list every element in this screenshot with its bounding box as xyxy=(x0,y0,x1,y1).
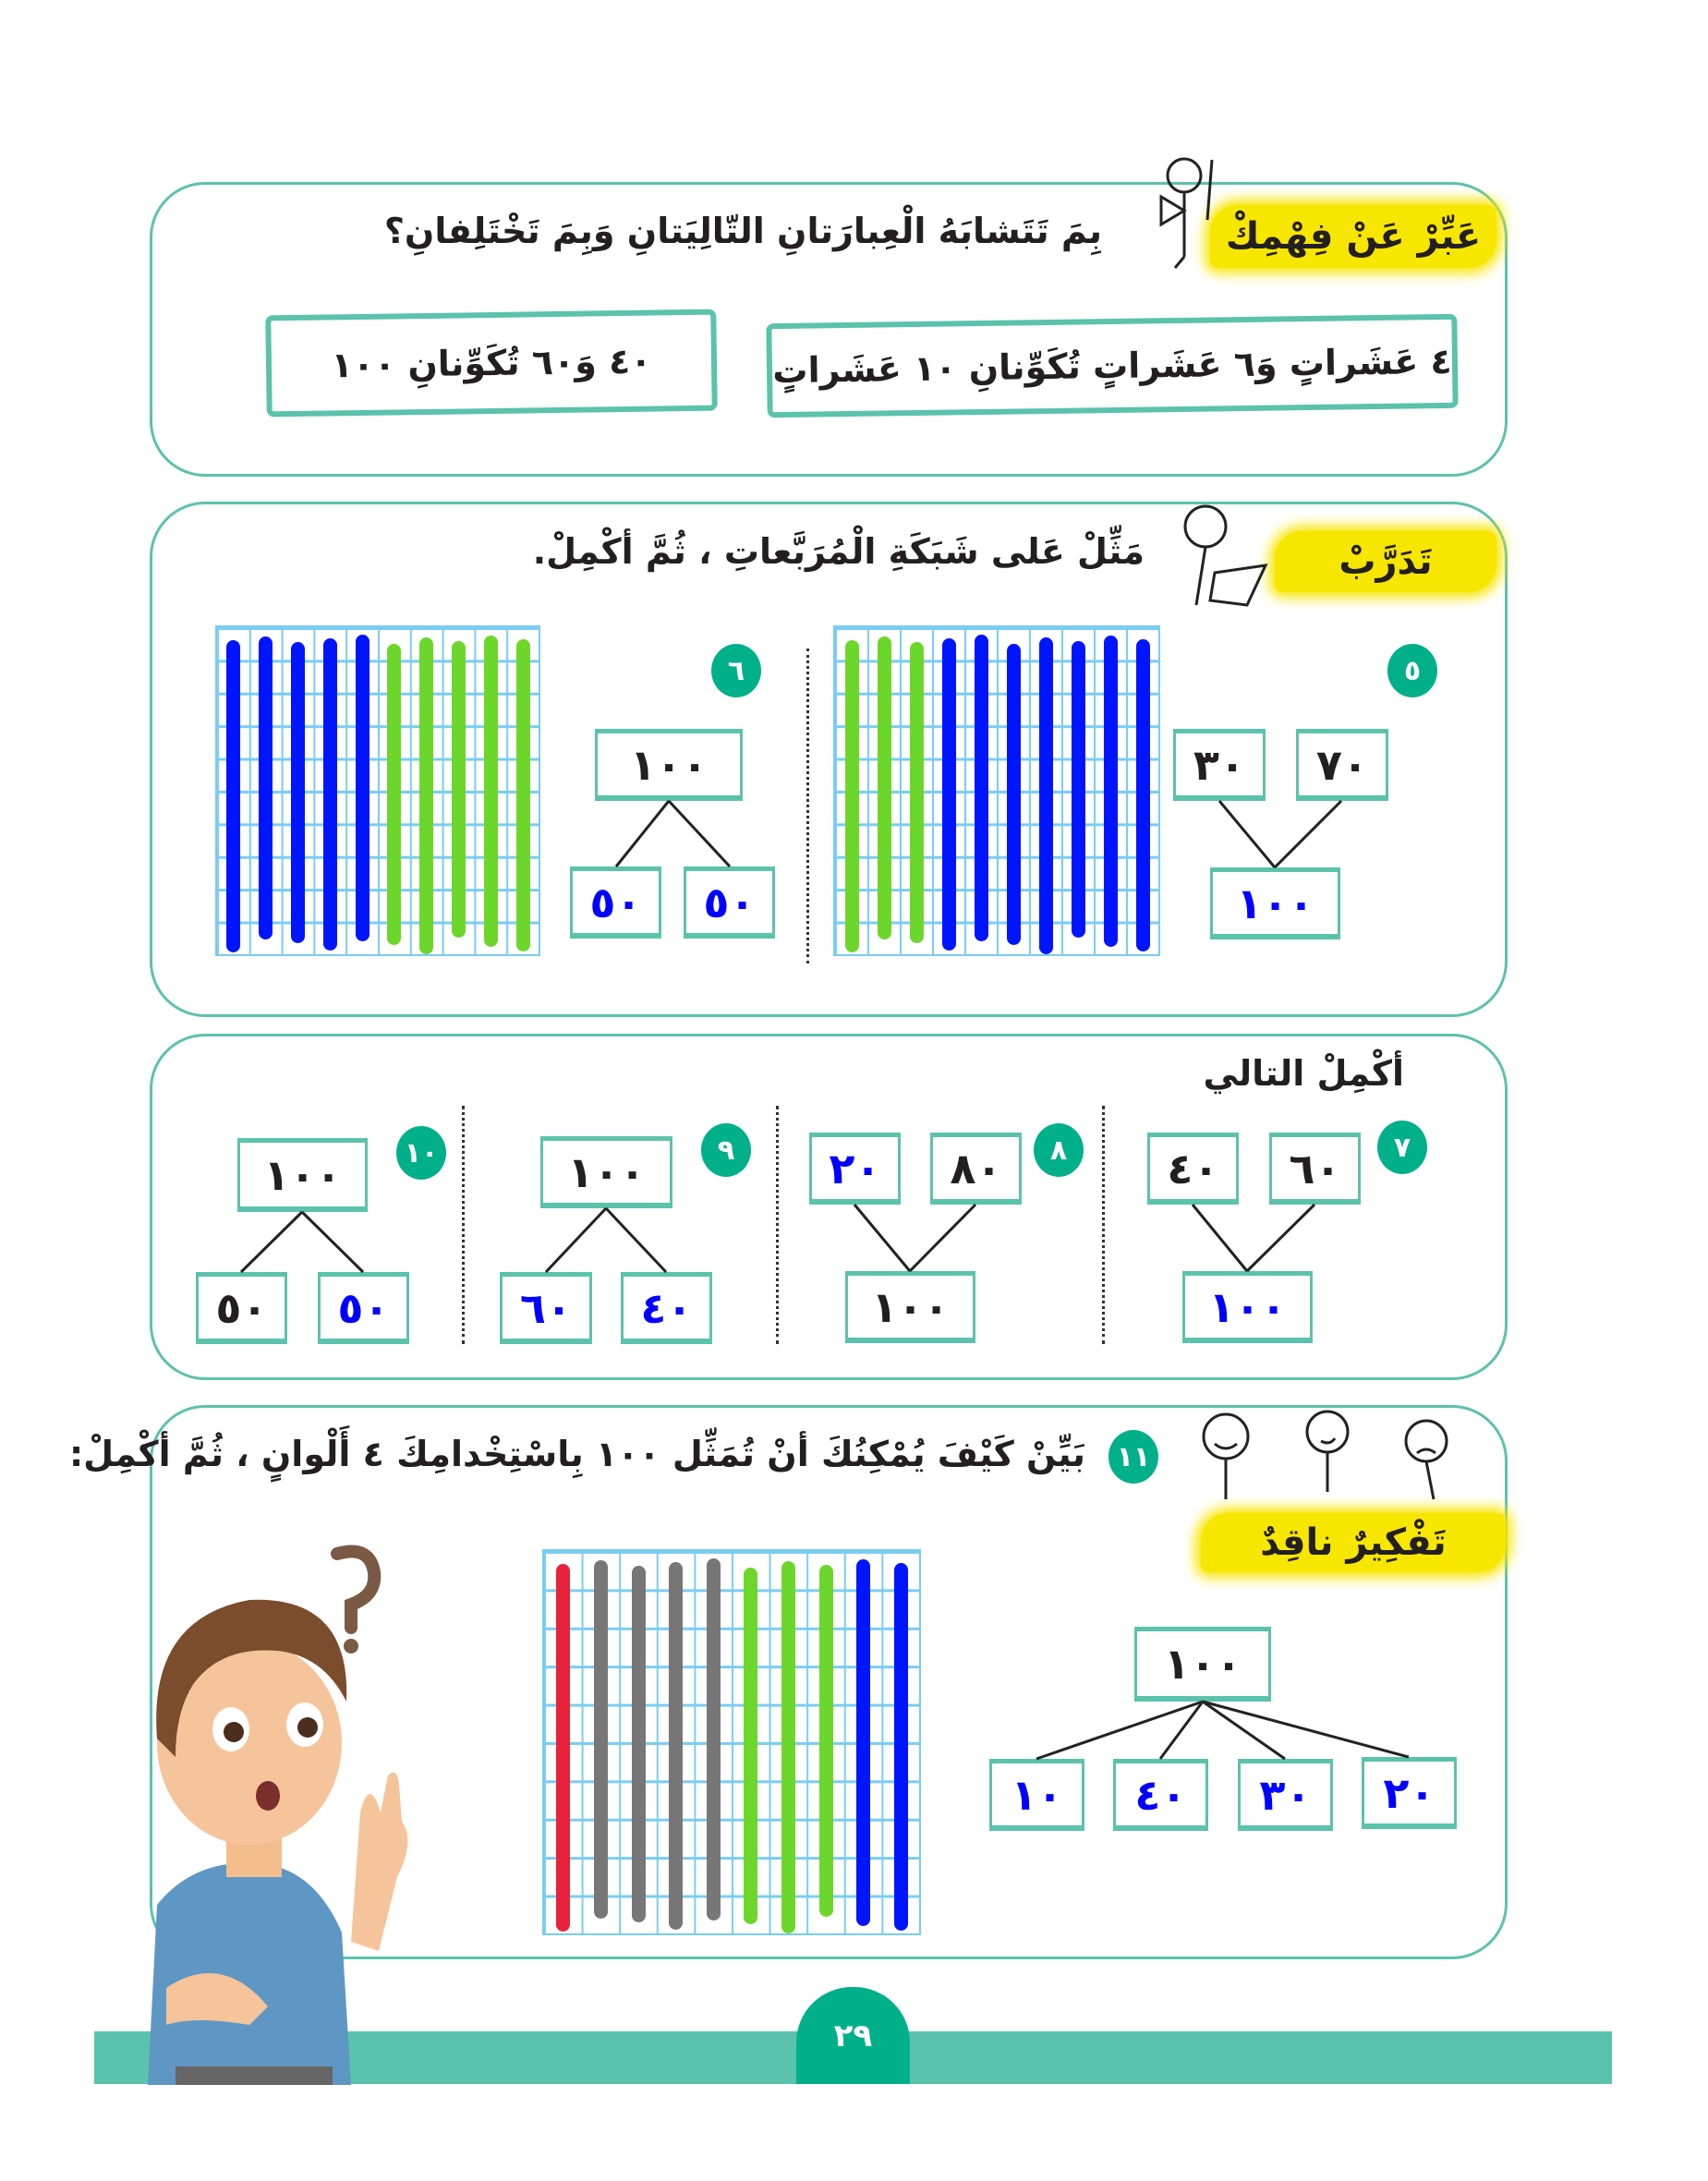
ex11-part-answer-box[interactable]: ١٠ xyxy=(989,1759,1084,1831)
blue-bar xyxy=(355,635,369,941)
divider xyxy=(1102,1106,1105,1344)
green-bar xyxy=(452,641,466,938)
green-bar xyxy=(781,1561,795,1933)
ex9-part-answer-box[interactable]: ٦٠ xyxy=(500,1272,592,1344)
blue-bar xyxy=(291,642,305,943)
green-bar xyxy=(877,636,891,939)
blue-bar xyxy=(1103,636,1118,947)
connector-line xyxy=(239,1210,304,1274)
blue-bar xyxy=(1071,641,1085,938)
blue-bar xyxy=(893,1563,908,1931)
ex6-part-answer-box[interactable]: ٥٠ xyxy=(570,866,661,939)
blue-bar xyxy=(1006,644,1021,945)
page-number: ٢٩ xyxy=(796,1987,910,2084)
connector-line xyxy=(1273,799,1343,869)
gray-bar xyxy=(593,1560,608,1919)
blue-bar xyxy=(259,636,273,939)
gray-bar xyxy=(669,1562,684,1930)
ex10-whole-box: ١٠٠ xyxy=(237,1138,368,1212)
blue-bar xyxy=(941,638,956,951)
green-bar xyxy=(744,1568,758,1924)
ex8-part-box: ٨٠ xyxy=(930,1133,1022,1205)
express-understanding-label: عَبِّرْ عَنْ فِهْمِكْ xyxy=(1210,205,1496,268)
connector-line xyxy=(1036,1700,1204,1761)
ex5-part-box: ٧٠ xyxy=(1296,729,1388,801)
ex6-hundred-grid[interactable] xyxy=(215,625,540,956)
green-bar xyxy=(818,1565,833,1917)
ex8-part-answer-box[interactable]: ٢٠ xyxy=(809,1133,901,1205)
complete-instruction: أكْمِلْ التالي xyxy=(1203,1053,1404,1094)
blue-bar xyxy=(856,1559,871,1926)
connector-line xyxy=(1191,1204,1249,1272)
ex11-part-answer-box[interactable]: ٣٠ xyxy=(1238,1759,1333,1831)
connector-line xyxy=(1217,800,1277,868)
exercise-9-badge: ٩ xyxy=(701,1123,751,1177)
critical-thinking-question: بَيِّنْ كَيْفَ يُمْكِنُكَ أنْ تُمَثِّل ١… xyxy=(68,1434,1085,1474)
ex11-hundred-grid[interactable] xyxy=(542,1549,921,1935)
section1-question: بِمَ تَتَشابَهُ الْعِبارَتانِ التّالِيَت… xyxy=(383,211,1102,251)
connector-line xyxy=(614,800,671,867)
green-bar xyxy=(909,642,924,943)
ex7-whole-answer-box[interactable]: ١٠٠ xyxy=(1182,1271,1313,1343)
ex7-part-box: ٤٠ xyxy=(1147,1133,1239,1205)
connector-line xyxy=(1245,1203,1316,1273)
ex9-part-answer-box[interactable]: ٤٠ xyxy=(621,1272,712,1344)
exercise-6-badge: ٦ xyxy=(711,644,761,697)
connector-line xyxy=(853,1204,912,1272)
connector-line xyxy=(604,1206,668,1274)
green-bar xyxy=(387,644,402,945)
ex8-whole-box: ١٠٠ xyxy=(845,1271,975,1343)
green-bar xyxy=(419,637,434,954)
exercise-8-badge: ٨ xyxy=(1034,1123,1084,1177)
gray-bar xyxy=(706,1558,721,1920)
ex11-part-answer-box[interactable]: ٢٠ xyxy=(1362,1757,1457,1829)
divider xyxy=(462,1106,465,1344)
critical-thinking-label: تَفْكِيرٌ ناقِدٌ xyxy=(1201,1513,1506,1572)
blue-bar xyxy=(322,638,337,951)
ex7-part-box: ٦٠ xyxy=(1269,1133,1361,1205)
red-bar xyxy=(556,1564,571,1932)
confused-boy-illustration xyxy=(148,1545,408,2085)
thinking-faces-icon xyxy=(1202,1410,1448,1500)
gray-bar xyxy=(631,1566,646,1922)
practice-label: تَدَرَّبْ xyxy=(1275,531,1496,592)
exercise-5-badge: ٥ xyxy=(1387,644,1437,697)
divider xyxy=(806,648,809,963)
connector-line xyxy=(1158,1701,1205,1760)
exercise-11-badge: ١١ xyxy=(1108,1430,1158,1484)
blue-bar xyxy=(1038,637,1053,954)
ex5-whole-answer-box[interactable]: ١٠٠ xyxy=(1210,867,1340,939)
connector-line xyxy=(544,1206,608,1274)
blue-bar xyxy=(974,635,988,941)
ex10-part-answer-box[interactable]: ٥٠ xyxy=(318,1272,409,1344)
green-bar xyxy=(515,639,530,951)
connector-line xyxy=(300,1210,365,1274)
blue-bar xyxy=(226,640,241,952)
ex11-whole-box: ١٠٠ xyxy=(1134,1627,1271,1702)
ex11-part-answer-box[interactable]: ٤٠ xyxy=(1113,1759,1208,1831)
ex9-whole-box: ١٠٠ xyxy=(540,1136,672,1208)
exercise-10-badge: ١٠ xyxy=(396,1126,446,1180)
ex5-hundred-grid[interactable] xyxy=(833,625,1160,956)
connector-line xyxy=(667,799,732,868)
practice-instruction: مَثِّلْ عَلى شَبَكَةِ الْمُرَبَّعاتِ ، ث… xyxy=(532,531,1145,572)
stick-figure-writing-icon xyxy=(1183,504,1268,607)
divider xyxy=(776,1106,779,1344)
ex6-whole-box: ١٠٠ xyxy=(595,729,743,801)
green-bar xyxy=(844,640,859,952)
ex5-part-box: ٣٠ xyxy=(1173,729,1266,801)
ex6-part-answer-box[interactable]: ٥٠ xyxy=(684,866,775,939)
connector-line xyxy=(908,1203,977,1273)
ex10-part-box: ٥٠ xyxy=(196,1272,287,1344)
connector-line xyxy=(1202,1700,1410,1759)
blue-bar xyxy=(1135,639,1150,951)
connector-line xyxy=(1202,1700,1286,1761)
exercise-7-badge: ٧ xyxy=(1377,1121,1427,1174)
green-bar xyxy=(483,636,498,947)
stick-figure-megaphone-icon xyxy=(1159,157,1214,269)
